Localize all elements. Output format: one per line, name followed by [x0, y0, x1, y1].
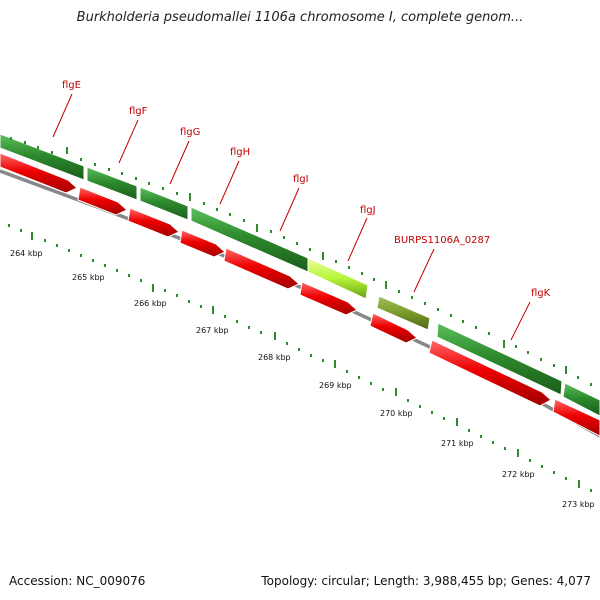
- genome-backbone: [0, 169, 600, 438]
- gene-label-BURPS1106A_0287: BURPS1106A_0287: [394, 235, 490, 246]
- gene-label-flgF: flgF: [129, 106, 148, 117]
- cds-arrow-flgI: [223, 247, 300, 290]
- scale-tick-267: 267 kbp: [196, 326, 229, 335]
- inner-scale-track: [8, 224, 592, 492]
- scale-tick-264: 264 kbp: [10, 249, 43, 258]
- outer-dotted-track: [10, 137, 592, 386]
- gene-label-flgG: flgG: [180, 127, 200, 138]
- gene-label-flgH: flgH: [230, 147, 250, 158]
- cds-arrow-flgK: [428, 339, 552, 407]
- scale-tick-271: 271 kbp: [441, 439, 474, 448]
- gene-labels: flgE flgF flgG flgH flgI flgJ BURPS1106A…: [62, 80, 551, 299]
- cds-track: [0, 152, 600, 437]
- accession-text: Accession: NC_009076: [9, 574, 146, 588]
- label-leaders: [52, 93, 531, 341]
- scale-tick-272: 272 kbp: [502, 470, 535, 479]
- green-segment-5-highlight: [307, 257, 369, 300]
- cds-arrow-flgG: [127, 207, 180, 238]
- scale-tick-273: 273 kbp: [562, 500, 595, 509]
- scale-tick-268: 268 kbp: [258, 353, 291, 362]
- cds-arrow-next: [552, 398, 600, 437]
- gene-label-flgE: flgE: [62, 80, 81, 91]
- green-segment-1: [0, 133, 85, 181]
- green-segment-2: [86, 166, 138, 201]
- cds-arrow-flgE: [0, 152, 78, 194]
- cds-arrow-BURPS1106A_0287: [369, 312, 418, 344]
- cds-arrow-flgF: [77, 186, 128, 216]
- cds-arrow-flgJ: [299, 281, 358, 316]
- scale-tick-266: 266 kbp: [134, 299, 167, 308]
- gene-label-flgI: flgI: [293, 174, 309, 185]
- cds-arrow-flgH: [179, 229, 226, 258]
- green-segment-3: [139, 186, 189, 221]
- scale-tick-269: 269 kbp: [319, 381, 352, 390]
- gene-label-flgK: flgK: [531, 288, 551, 299]
- scale-tick-270: 270 kbp: [380, 409, 413, 418]
- map-title: Burkholderia pseudomallei 1106a chromoso…: [76, 10, 524, 25]
- green-segment-olive: [376, 295, 431, 331]
- scale-labels: 264 kbp 265 kbp 266 kbp 267 kbp 268 kbp …: [10, 249, 595, 509]
- green-feature-track: [0, 133, 600, 417]
- scale-tick-265: 265 kbp: [72, 273, 105, 282]
- green-segment-6: [436, 322, 563, 396]
- genome-summary-text: Topology: circular; Length: 3,988,455 bp…: [261, 574, 591, 588]
- green-segment-7: [562, 382, 600, 417]
- gene-label-flgJ: flgJ: [360, 205, 376, 216]
